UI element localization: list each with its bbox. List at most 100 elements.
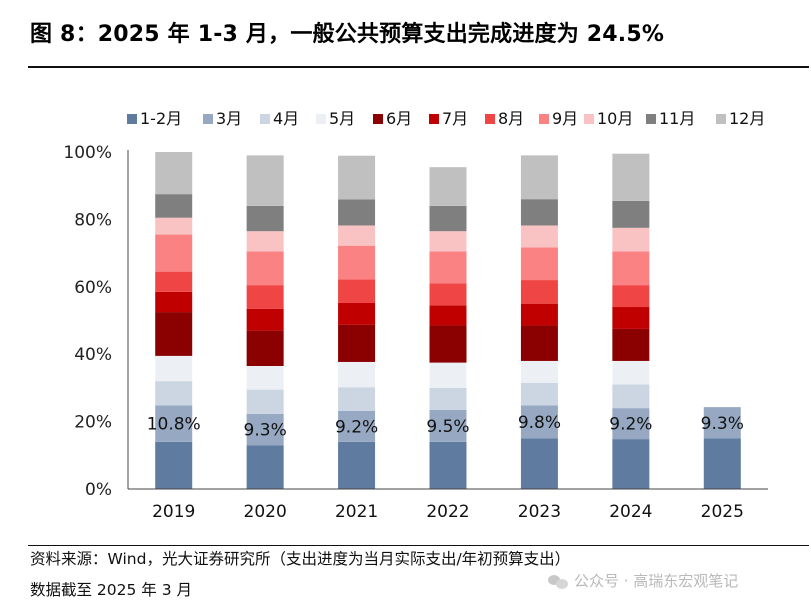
watermark-text: 公众号 · 高瑞东宏观笔记 <box>574 572 739 590</box>
bar-segment-11月 <box>612 200 650 228</box>
bar-segment-3月 <box>612 408 650 440</box>
data-label: 10.8% <box>147 415 201 435</box>
bar-segment-10月 <box>155 217 193 235</box>
legend-swatch-6月 <box>373 114 383 124</box>
legend-label: 12月 <box>729 109 765 128</box>
legend-label: 8月 <box>498 109 524 128</box>
legend-label: 3月 <box>216 109 242 128</box>
bar-segment-12月 <box>155 152 193 195</box>
bar-segment-12月 <box>612 153 650 201</box>
x-tick-label: 2025 <box>701 502 744 522</box>
bar-segment-9月 <box>520 247 558 281</box>
bar-segment-11月 <box>338 199 376 226</box>
bar-segment-1-2月 <box>703 438 741 489</box>
data-label: 9.3% <box>701 414 744 434</box>
bar-segment-1-2月 <box>520 438 558 489</box>
bar-segment-4月 <box>338 387 376 411</box>
legend-swatch-5月 <box>316 114 326 124</box>
bar-segment-8月 <box>429 283 467 306</box>
legend-label: 4月 <box>273 109 299 128</box>
bar-segment-4月 <box>612 384 650 409</box>
bar-segment-9月 <box>338 245 376 280</box>
bar-segment-7月 <box>155 291 193 313</box>
bar-segment-10月 <box>612 227 650 252</box>
legend-swatch-8月 <box>485 114 495 124</box>
bar-segment-12月 <box>246 155 284 206</box>
legend-swatch-12月 <box>716 114 726 124</box>
data-label: 9.5% <box>426 417 469 437</box>
date-note: 数据截至 2025 年 3 月 <box>30 581 193 599</box>
legend-swatch-10月 <box>584 114 594 124</box>
bar-segment-5月 <box>612 360 650 385</box>
bar-segment-1-2月 <box>338 441 376 489</box>
bar-segment-8月 <box>155 271 193 292</box>
data-label: 9.3% <box>244 421 287 441</box>
legend-swatch-3月 <box>203 114 213 124</box>
y-tick-label: 40% <box>74 345 112 365</box>
bar-segment-12月 <box>520 155 558 200</box>
bar-segment-10月 <box>429 231 467 252</box>
y-tick-label: 20% <box>74 413 112 433</box>
bar-segment-8月 <box>246 285 284 309</box>
bar-segment-10月 <box>246 231 284 252</box>
source-note: 资料来源：Wind，光大证券研究所（支出进度为当月实际支出/年初预算支出） <box>30 550 571 568</box>
x-tick-label: 2021 <box>335 502 378 522</box>
bar-segment-1-2月 <box>155 441 193 489</box>
bar-segment-11月 <box>246 205 284 232</box>
bar-segment-6月 <box>246 330 284 366</box>
legend-swatch-9月 <box>539 114 549 124</box>
bar-segment-9月 <box>612 251 650 286</box>
x-tick-label: 2022 <box>426 502 469 522</box>
data-label: 9.2% <box>609 415 652 435</box>
wechat-icon <box>548 573 570 589</box>
bar-segment-11月 <box>155 194 193 218</box>
bar-segment-5月 <box>338 361 376 388</box>
bar-segment-1-2月 <box>429 441 467 489</box>
bar-segment-11月 <box>429 205 467 232</box>
bar-segment-9月 <box>155 234 193 272</box>
bar-segment-9月 <box>246 251 284 286</box>
legend-swatch-11月 <box>646 114 656 124</box>
bar-segment-6月 <box>429 325 467 363</box>
bar-segment-7月 <box>520 303 558 326</box>
bar-segment-11月 <box>520 199 558 226</box>
data-label: 9.8% <box>518 413 561 433</box>
bar-segment-10月 <box>520 225 558 248</box>
legend-swatch-4月 <box>260 114 270 124</box>
bar-segment-4月 <box>155 381 193 406</box>
legend-label: 9月 <box>552 109 578 128</box>
legend-label: 7月 <box>442 109 468 128</box>
legend-label: 11月 <box>659 109 695 128</box>
bar-segment-7月 <box>429 305 467 326</box>
legend-label: 5月 <box>329 109 355 128</box>
bar-segment-4月 <box>520 382 558 406</box>
bar-segment-3月 <box>520 405 558 439</box>
bar-segment-1-2月 <box>612 439 650 489</box>
bar-segment-3月 <box>246 413 284 446</box>
footer-divider <box>28 545 809 546</box>
bar-segment-7月 <box>338 302 376 325</box>
bar-segment-3月 <box>338 410 376 442</box>
bar-segment-6月 <box>155 312 193 356</box>
bar-segment-5月 <box>246 365 284 390</box>
bar-segment-4月 <box>246 389 284 414</box>
x-tick-label: 2023 <box>518 502 561 522</box>
bar-segment-6月 <box>520 325 558 361</box>
y-tick-label: 60% <box>74 278 112 298</box>
bar-segment-8月 <box>338 279 376 303</box>
legend-label: 6月 <box>386 109 412 128</box>
bar-segment-10月 <box>338 225 376 246</box>
x-tick-label: 2024 <box>609 502 652 522</box>
y-tick-label: 0% <box>85 480 112 500</box>
bar-segment-12月 <box>338 155 376 200</box>
bar-segment-3月 <box>703 407 741 439</box>
bar-segment-8月 <box>612 285 650 308</box>
bar-segment-5月 <box>155 355 193 382</box>
data-label: 9.2% <box>335 417 378 437</box>
bar-segment-6月 <box>612 328 650 361</box>
bar-segment-7月 <box>246 308 284 331</box>
bar-segment-6月 <box>338 324 376 362</box>
page-title: 图 8：2025 年 1-3 月，一般公共预算支出完成进度为 24.5% <box>30 22 665 47</box>
bar-segment-7月 <box>612 307 650 329</box>
legend-label: 10月 <box>597 109 633 128</box>
